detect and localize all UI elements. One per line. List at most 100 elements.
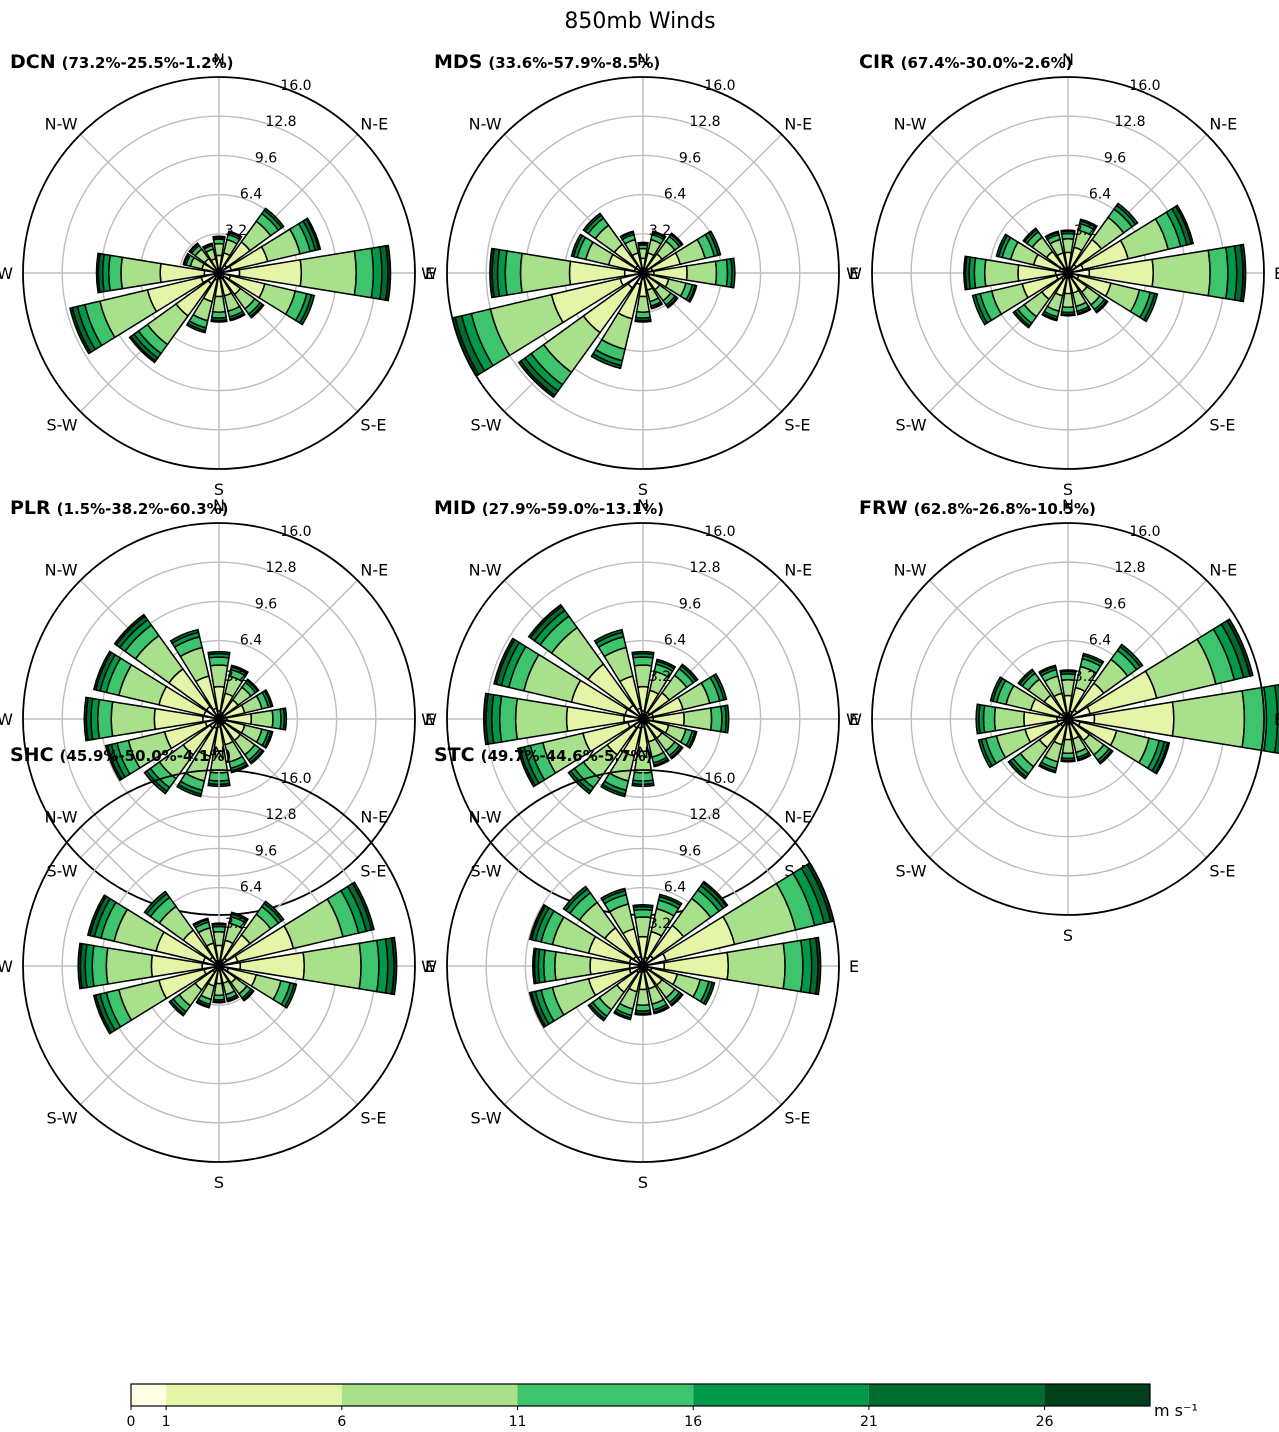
wind-bar-segment: [86, 894, 108, 937]
wind-bar-segment: [814, 936, 822, 996]
wind-bar-segment: [212, 235, 226, 239]
wind-bar-segment: [632, 656, 654, 667]
wind-bar-segment: [120, 256, 162, 290]
ring-label: 16.0: [280, 771, 311, 787]
wind-bar-segment: [128, 335, 157, 364]
windrose-dcn: DCN (73.2%-25.5%-1.2%) 3.2 6.4 9.6 12.8 16.0 N N…: [0, 50, 435, 499]
wind-bar-segment: [1061, 292, 1075, 309]
wind-bar-segment: [185, 322, 207, 334]
ring-label: 16.0: [1129, 78, 1160, 94]
direction-label: N-E: [1209, 561, 1237, 580]
wind-bar-segment: [619, 230, 635, 239]
wind-bar-segment: [245, 678, 260, 693]
wind-bar-segment: [983, 258, 1020, 288]
wind-bar-segment: [600, 783, 627, 798]
direction-label: S: [1063, 480, 1073, 499]
direction-label: N: [637, 496, 649, 515]
panel-subtitle: (45.9%-50.0%-4.1%): [60, 747, 232, 765]
wind-bar-segment: [685, 260, 718, 286]
wind-bar-segment: [590, 352, 623, 370]
direction-label: W: [421, 264, 437, 283]
direction-label: S-E: [1209, 861, 1235, 880]
wind-bar-segment: [1151, 249, 1211, 297]
ring-label: 16.0: [280, 524, 311, 540]
ring-label: 16.0: [280, 78, 311, 94]
wind-bar-segment: [702, 981, 716, 1006]
wind-bar-segment: [489, 247, 495, 299]
direction-label: S: [638, 1173, 648, 1192]
wind-bar-segment: [653, 758, 670, 768]
ring-label: 6.4: [664, 880, 686, 896]
wind-bar-segment: [655, 658, 677, 670]
windrose-panels: DCN (73.2%-25.5%-1.2%) 3.2 6.4 9.6 12.8 16.0 N N…: [0, 50, 1279, 1192]
wind-bar-segment: [650, 302, 664, 310]
wind-bar-segment: [1017, 668, 1035, 686]
direction-label: N: [1062, 496, 1074, 515]
wind-bar-segment: [632, 904, 654, 909]
panel-title: FRW (62.8%-26.8%-10.5%): [859, 497, 1096, 519]
wind-bar-segment: [1022, 227, 1038, 243]
wind-bar-segment: [77, 942, 83, 990]
colorbar-unit-label: m s⁻¹: [1154, 1401, 1198, 1420]
colorbar-frame: [130, 1383, 1151, 1407]
direction-label: W: [421, 710, 437, 729]
wind-bar-segment: [1119, 643, 1144, 668]
wind-bar-segment: [108, 254, 124, 292]
wind-bar-segment: [1061, 237, 1075, 254]
direction-label: S-E: [784, 1108, 810, 1127]
ring-label: 9.6: [255, 596, 277, 612]
wind-bar-segment: [69, 306, 92, 355]
wind-bar-segment: [528, 903, 547, 941]
wind-bar-segment: [390, 936, 398, 996]
wind-bar-segment: [1098, 749, 1114, 765]
ring-label: 3.2: [649, 223, 671, 239]
wind-bar-segment: [975, 703, 981, 735]
wind-bar-segment: [995, 233, 1009, 258]
wind-bar-segment: [504, 250, 523, 296]
wind-bar-segment: [483, 692, 490, 746]
colorbar-tick-label: 21: [860, 1414, 878, 1430]
wind-bar-segment: [651, 230, 667, 239]
wind-bar-segment: [105, 947, 154, 985]
colorbar-tick-label: 1: [162, 1414, 171, 1430]
wind-bar-segment: [176, 783, 203, 798]
wind-bar-segment: [249, 749, 265, 765]
direction-label: S: [214, 1173, 224, 1192]
wind-bar-segment: [263, 730, 274, 750]
wind-bar-segment: [714, 258, 729, 288]
ring-label: 9.6: [1104, 596, 1126, 612]
wind-bar-segment: [182, 252, 190, 266]
windrose-stc: STC (49.7%-44.6%-5.7%) 3.2 6.4 9.6 12.8 16.0 N N…: [421, 743, 859, 1192]
direction-label: S-E: [360, 415, 386, 434]
wind-bar-segment: [1060, 679, 1076, 697]
wind-bar-segment: [168, 999, 186, 1017]
wind-bar-segment: [543, 949, 557, 983]
windrose-frw: FRW (62.8%-26.8%-10.5%) 3.2 6.4 9.6 12.8 16.0 N…: [846, 496, 1279, 945]
direction-label: N-E: [784, 808, 812, 827]
ring-label: 12.8: [689, 807, 720, 823]
direction-label: S-W: [46, 861, 77, 880]
colorbar-tick-label: 6: [337, 1414, 346, 1430]
wind-bar-segment: [1060, 229, 1076, 233]
wind-bar-segment: [249, 303, 265, 319]
direction-label: N-E: [360, 561, 388, 580]
wind-bar-segment: [989, 676, 1004, 703]
direction-label: S-W: [470, 415, 501, 434]
direction-label: N: [637, 743, 649, 762]
panel-name: SHC: [10, 744, 54, 766]
direction-label: N-W: [45, 561, 78, 580]
wind-bar-segment: [1076, 307, 1092, 316]
direction-label: N-E: [360, 115, 388, 134]
wind-bar-segment: [263, 207, 285, 229]
wind-bar-segment: [282, 707, 288, 731]
wind-bar-segment: [680, 663, 699, 682]
ring-label: 3.2: [1074, 223, 1096, 239]
panel-name: FRW: [859, 497, 908, 519]
wind-bar-segment: [726, 942, 786, 990]
wind-bar-segment: [687, 730, 698, 750]
ring-label: 12.8: [265, 560, 296, 576]
panel-subtitle: (62.8%-26.8%-10.5%): [914, 500, 1096, 518]
direction-label: S-E: [784, 415, 810, 434]
direction-label: W: [846, 264, 862, 283]
wind-bar-segment: [1273, 683, 1279, 755]
